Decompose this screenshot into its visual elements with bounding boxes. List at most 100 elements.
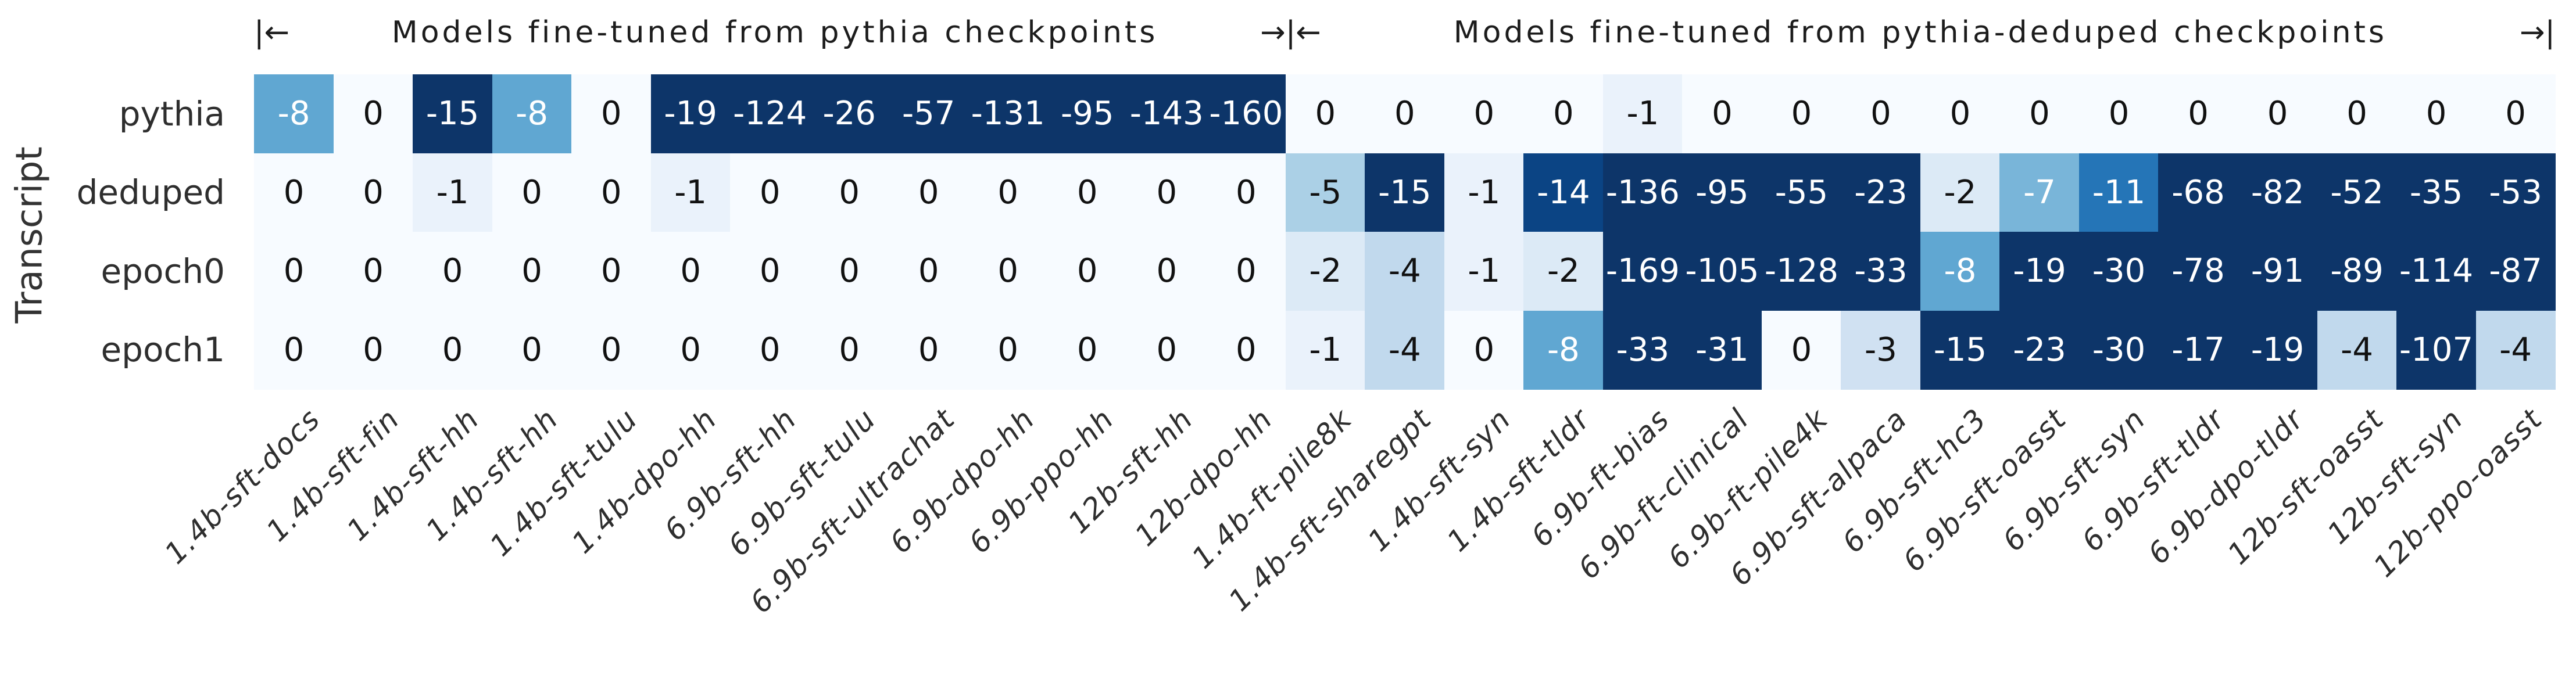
heatmap-cell: 0 [968, 153, 1048, 232]
heatmap-cell: -1 [650, 153, 731, 232]
heatmap-cell: -30 [2078, 310, 2159, 390]
heatmap-cell: -26 [809, 74, 889, 154]
heatmap-cell: -143 [1126, 74, 1207, 154]
heatmap-cell: 0 [2317, 74, 2397, 154]
heatmap-cell: -15 [1920, 310, 2001, 390]
heatmap-cell: -136 [1602, 153, 1683, 232]
heatmap-cell: 0 [333, 74, 413, 154]
heatmap-cell: 0 [650, 310, 731, 390]
heatmap-cell: 0 [571, 310, 652, 390]
heatmap-cell: 0 [492, 153, 572, 232]
heatmap-cell: -14 [1523, 153, 1604, 232]
heatmap-cell: -7 [1999, 153, 2080, 232]
row-label-deduped: deduped [76, 173, 225, 213]
heatmap-cell: 0 [1920, 74, 2001, 154]
heatmap-cell: -89 [2317, 232, 2397, 311]
heatmap-cell: 0 [413, 232, 493, 311]
heatmap-cell: -4 [2475, 310, 2556, 390]
heatmap-cell: 0 [571, 232, 652, 311]
heatmap-cell: -82 [2238, 153, 2318, 232]
heatmap-cell: 0 [809, 310, 889, 390]
heatmap-cell: -19 [2238, 310, 2318, 390]
heatmap-cell: 0 [1444, 74, 1524, 154]
heatmap-cell: -11 [2078, 153, 2159, 232]
heatmap-cell: -1 [1444, 153, 1524, 232]
heatmap-cell: 0 [571, 153, 652, 232]
heatmap-cell: 0 [2078, 74, 2159, 154]
column-group-header-pythia-deduped: |← Models fine-tuned from pythia-deduped… [1286, 6, 2555, 59]
heatmap-cell: -114 [2396, 232, 2477, 311]
x-tick-label: 6.9b-ft-bias [1524, 402, 1676, 554]
heatmap-cell: -160 [1206, 74, 1286, 154]
group-left-bound-arrow-icon: |← [1285, 15, 1321, 50]
x-tick-label: 12b-dpo-hh [1128, 402, 1279, 553]
heatmap-cell: 0 [1126, 232, 1207, 311]
heatmap-cell: 0 [889, 232, 969, 311]
heatmap-cell: 0 [2396, 74, 2477, 154]
row-label-epoch0: epoch0 [101, 251, 225, 291]
heatmap-cell: 0 [650, 232, 731, 311]
heatmap-cell: -128 [1761, 232, 1841, 311]
heatmap-cell: 0 [254, 310, 334, 390]
heatmap-cell: 0 [571, 74, 652, 154]
heatmap-cell: -4 [1365, 310, 1445, 390]
heatmap-cell: 0 [1682, 74, 1762, 154]
column-group-header-pythia: |← Models fine-tuned from pythia checkpo… [254, 6, 1286, 59]
heatmap-cell: 0 [2158, 74, 2238, 154]
heatmap-cell: 0 [2475, 74, 2556, 154]
heatmap-cell: -1 [413, 153, 493, 232]
heatmap-cell: -5 [1285, 153, 1365, 232]
heatmap-cell: -19 [650, 74, 731, 154]
heatmap-cell: -131 [968, 74, 1048, 154]
group-header-label: Models fine-tuned from pythia checkpoint… [391, 15, 1158, 50]
heatmap-cell: -4 [2317, 310, 2397, 390]
heatmap-cell: -2 [1920, 153, 2001, 232]
heatmap-cell: -30 [2078, 232, 2159, 311]
heatmap-cell: 0 [1126, 310, 1207, 390]
heatmap-cell: -15 [1365, 153, 1445, 232]
heatmap-cell: -23 [1841, 153, 1921, 232]
heatmap-cell: -57 [889, 74, 969, 154]
heatmap-cell: 0 [492, 232, 572, 311]
heatmap-cell: -23 [1999, 310, 2080, 390]
heatmap-cell: -124 [730, 74, 810, 154]
heatmap-cell: 0 [2238, 74, 2318, 154]
heatmap-cell: -68 [2158, 153, 2238, 232]
heatmap-cell: 0 [333, 310, 413, 390]
heatmap-cell: -8 [1920, 232, 2001, 311]
heatmap-cell: -95 [1682, 153, 1762, 232]
group-left-bound-arrow-icon: |← [254, 15, 290, 50]
heatmap-cell: -105 [1682, 232, 1762, 311]
heatmap-cell: -1 [1285, 310, 1365, 390]
heatmap-cell: 0 [1047, 232, 1128, 311]
heatmap-cell: -2 [1523, 232, 1604, 311]
heatmap-cell: -4 [1365, 232, 1445, 311]
x-tick-label: 12b-sft-syn [2320, 402, 2470, 551]
heatmap-cell: -33 [1841, 232, 1921, 311]
heatmap-cell: 0 [1761, 74, 1841, 154]
heatmap-cell: 0 [413, 310, 493, 390]
heatmap-cell: -15 [413, 74, 493, 154]
heatmap-cell: 0 [1999, 74, 2080, 154]
group-right-bound-arrow-icon: →| [2519, 15, 2556, 50]
heatmap-cell: -53 [2475, 153, 2556, 232]
heatmap-cell: 0 [889, 310, 969, 390]
heatmap-cell: -3 [1841, 310, 1921, 390]
heatmap-cell: 0 [1444, 310, 1524, 390]
heatmap-cell: -33 [1602, 310, 1683, 390]
heatmap-cell: 0 [1047, 153, 1128, 232]
heatmap-cell: -78 [2158, 232, 2238, 311]
heatmap-cell: 0 [889, 153, 969, 232]
heatmap-cell: -87 [2475, 232, 2556, 311]
heatmap-cell: 0 [1047, 310, 1128, 390]
heatmap-cell: -55 [1761, 153, 1841, 232]
heatmap-cell: -107 [2396, 310, 2477, 390]
heatmap-cell: 0 [1523, 74, 1604, 154]
heatmap-cell: -95 [1047, 74, 1128, 154]
heatmap-cell: 0 [1841, 74, 1921, 154]
heatmap-cell: -1 [1444, 232, 1524, 311]
row-label-epoch1: epoch1 [101, 330, 225, 370]
heatmap-cell: 0 [1206, 310, 1286, 390]
heatmap-cell: -52 [2317, 153, 2397, 232]
